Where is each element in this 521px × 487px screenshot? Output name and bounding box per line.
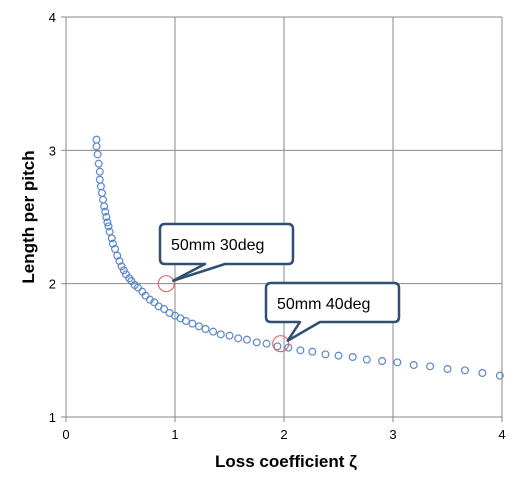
data-point — [296, 346, 305, 355]
data-point — [478, 369, 487, 378]
data-point — [242, 335, 251, 344]
x-tick-label: 1 — [171, 427, 178, 442]
data-point — [321, 350, 330, 359]
data-point — [443, 365, 452, 374]
data-points — [92, 135, 504, 380]
data-point — [150, 298, 159, 307]
x-tick-label: 2 — [280, 427, 287, 442]
data-point — [94, 159, 103, 168]
data-point — [100, 202, 109, 211]
data-point — [99, 195, 108, 204]
data-point — [93, 150, 102, 159]
data-point — [160, 305, 169, 314]
callouts: 50mm 30deg 50mm 40deg — [158, 222, 401, 342]
data-point — [141, 291, 150, 300]
data-point — [188, 319, 197, 328]
data-point — [95, 167, 104, 176]
data-point — [101, 207, 110, 216]
y-tick-label: 3 — [49, 143, 56, 158]
data-point — [273, 342, 282, 351]
data-point — [145, 295, 154, 304]
grid — [65, 16, 503, 418]
x-axis-title: Loss coefficient ζ — [215, 452, 357, 471]
y-axis-title: Length per pitch — [19, 150, 38, 283]
data-point — [348, 353, 357, 362]
data-point — [308, 347, 317, 356]
data-point — [495, 371, 504, 380]
y-tick-label: 2 — [49, 277, 56, 292]
data-point — [115, 257, 124, 266]
y-tick-label: 4 — [49, 10, 56, 25]
data-point — [378, 357, 387, 366]
data-point — [362, 355, 371, 364]
data-point — [92, 142, 101, 151]
data-point — [95, 175, 104, 184]
data-point — [201, 325, 210, 334]
data-point — [393, 358, 402, 367]
data-point — [234, 334, 243, 343]
data-point — [181, 317, 190, 326]
highlight-marker — [157, 275, 175, 293]
data-point — [194, 322, 203, 331]
data-point — [108, 239, 117, 248]
x-tick-label: 4 — [498, 427, 505, 442]
x-tick-label: 3 — [389, 427, 396, 442]
data-point — [334, 351, 343, 360]
data-point — [262, 339, 271, 348]
data-point — [225, 331, 234, 340]
data-point — [119, 266, 128, 275]
data-point — [209, 327, 218, 336]
x-tick-label: 0 — [62, 427, 69, 442]
data-point — [426, 362, 435, 371]
data-point — [104, 222, 113, 231]
data-point — [107, 234, 116, 243]
highlight-marker — [272, 335, 290, 353]
data-point — [460, 366, 469, 375]
data-point — [103, 218, 112, 227]
callout-30deg-shape — [158, 222, 295, 282]
y-tick-label: 1 — [49, 410, 56, 425]
callout-40deg: 50mm 40deg — [264, 281, 401, 342]
callout-30deg-label: 50mm 30deg — [171, 237, 264, 254]
data-point — [216, 330, 225, 339]
data-point — [102, 213, 111, 222]
data-point — [252, 338, 261, 347]
data-point — [96, 182, 105, 191]
callout-30deg: 50mm 30deg — [158, 222, 295, 282]
callout-40deg-label: 50mm 40deg — [277, 296, 370, 313]
data-point — [113, 251, 122, 260]
data-point — [133, 283, 142, 292]
highlight-markers — [157, 275, 290, 353]
callout-40deg-shape — [264, 281, 401, 342]
data-point — [409, 361, 418, 370]
data-point — [117, 262, 126, 271]
data-point — [97, 189, 106, 198]
data-point — [92, 135, 101, 144]
